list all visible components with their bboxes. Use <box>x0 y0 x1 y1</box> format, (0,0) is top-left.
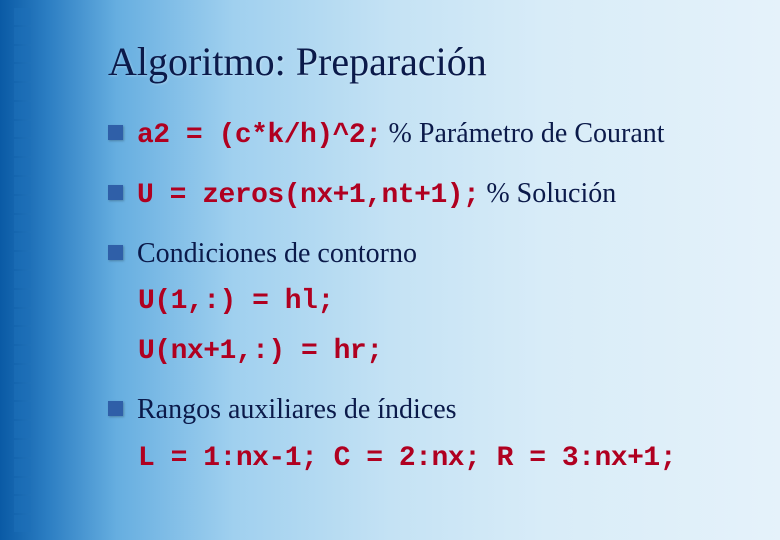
code-text: U(nx+1,:) = hr; <box>138 336 383 367</box>
code-text: U = zeros(nx+1,nt+1); <box>137 180 479 211</box>
bullet-item: Rangos auxiliares de índices <box>108 391 750 429</box>
decor-square <box>14 496 31 513</box>
decor-square-column <box>14 8 48 532</box>
decor-square <box>14 271 31 288</box>
code-text: L = 1:nx-1; C = 2:nx; R = 3:nx+1; <box>138 443 676 474</box>
bullet-item: Condiciones de contorno <box>108 235 750 273</box>
decor-square <box>14 215 31 232</box>
decor-square <box>14 121 31 138</box>
decor-square <box>14 365 31 382</box>
decor-square <box>14 421 31 438</box>
decor-square <box>14 177 31 194</box>
sub-code-line: U(1,:) = hl; <box>138 278 750 323</box>
decor-square <box>14 459 31 476</box>
decor-square <box>14 515 31 532</box>
bullet-line: Condiciones de contorno <box>137 235 417 273</box>
decor-square <box>14 158 31 175</box>
code-text: a2 = (c*k/h)^2; <box>137 120 382 151</box>
slide: Algoritmo: Preparación a2 = (c*k/h)^2; %… <box>0 0 780 540</box>
decor-square <box>14 139 31 156</box>
decor-square <box>14 346 31 363</box>
decor-square <box>14 478 31 495</box>
comment-text: % Solución <box>486 178 616 209</box>
bullet-square-icon <box>108 245 123 260</box>
bullet-item: a2 = (c*k/h)^2; % Parámetro de Courant <box>108 115 750 155</box>
sub-code-line: L = 1:nx-1; C = 2:nx; R = 3:nx+1; <box>138 435 750 480</box>
decor-square <box>14 102 31 119</box>
comment-text: % Parámetro de Courant <box>382 118 665 149</box>
decor-square <box>14 252 31 269</box>
decor-square <box>14 327 31 344</box>
decor-square <box>14 309 31 326</box>
bullet-square-icon <box>108 185 123 200</box>
slide-content: Algoritmo: Preparación a2 = (c*k/h)^2; %… <box>108 38 750 484</box>
bullet-item: U = zeros(nx+1,nt+1); % Solución <box>108 175 750 215</box>
bullet-line: U = zeros(nx+1,nt+1); % Solución <box>137 175 616 215</box>
decor-square <box>14 8 31 25</box>
decor-square <box>14 46 31 63</box>
decor-square <box>14 440 31 457</box>
code-text: U(1,:) = hl; <box>138 286 334 317</box>
decor-square <box>14 196 31 213</box>
decor-square <box>14 233 31 250</box>
bullet-square-icon <box>108 401 123 416</box>
decor-square <box>14 290 31 307</box>
decor-square <box>14 27 31 44</box>
bullet-line: Rangos auxiliares de índices <box>137 391 457 429</box>
decor-square <box>14 402 31 419</box>
slide-title: Algoritmo: Preparación <box>108 38 750 85</box>
bullet-square-icon <box>108 125 123 140</box>
bullet-line: a2 = (c*k/h)^2; % Parámetro de Courant <box>137 115 665 155</box>
decor-square <box>14 83 31 100</box>
sub-code-line: U(nx+1,:) = hr; <box>138 328 750 373</box>
decor-square <box>14 64 31 81</box>
decor-square <box>14 384 31 401</box>
